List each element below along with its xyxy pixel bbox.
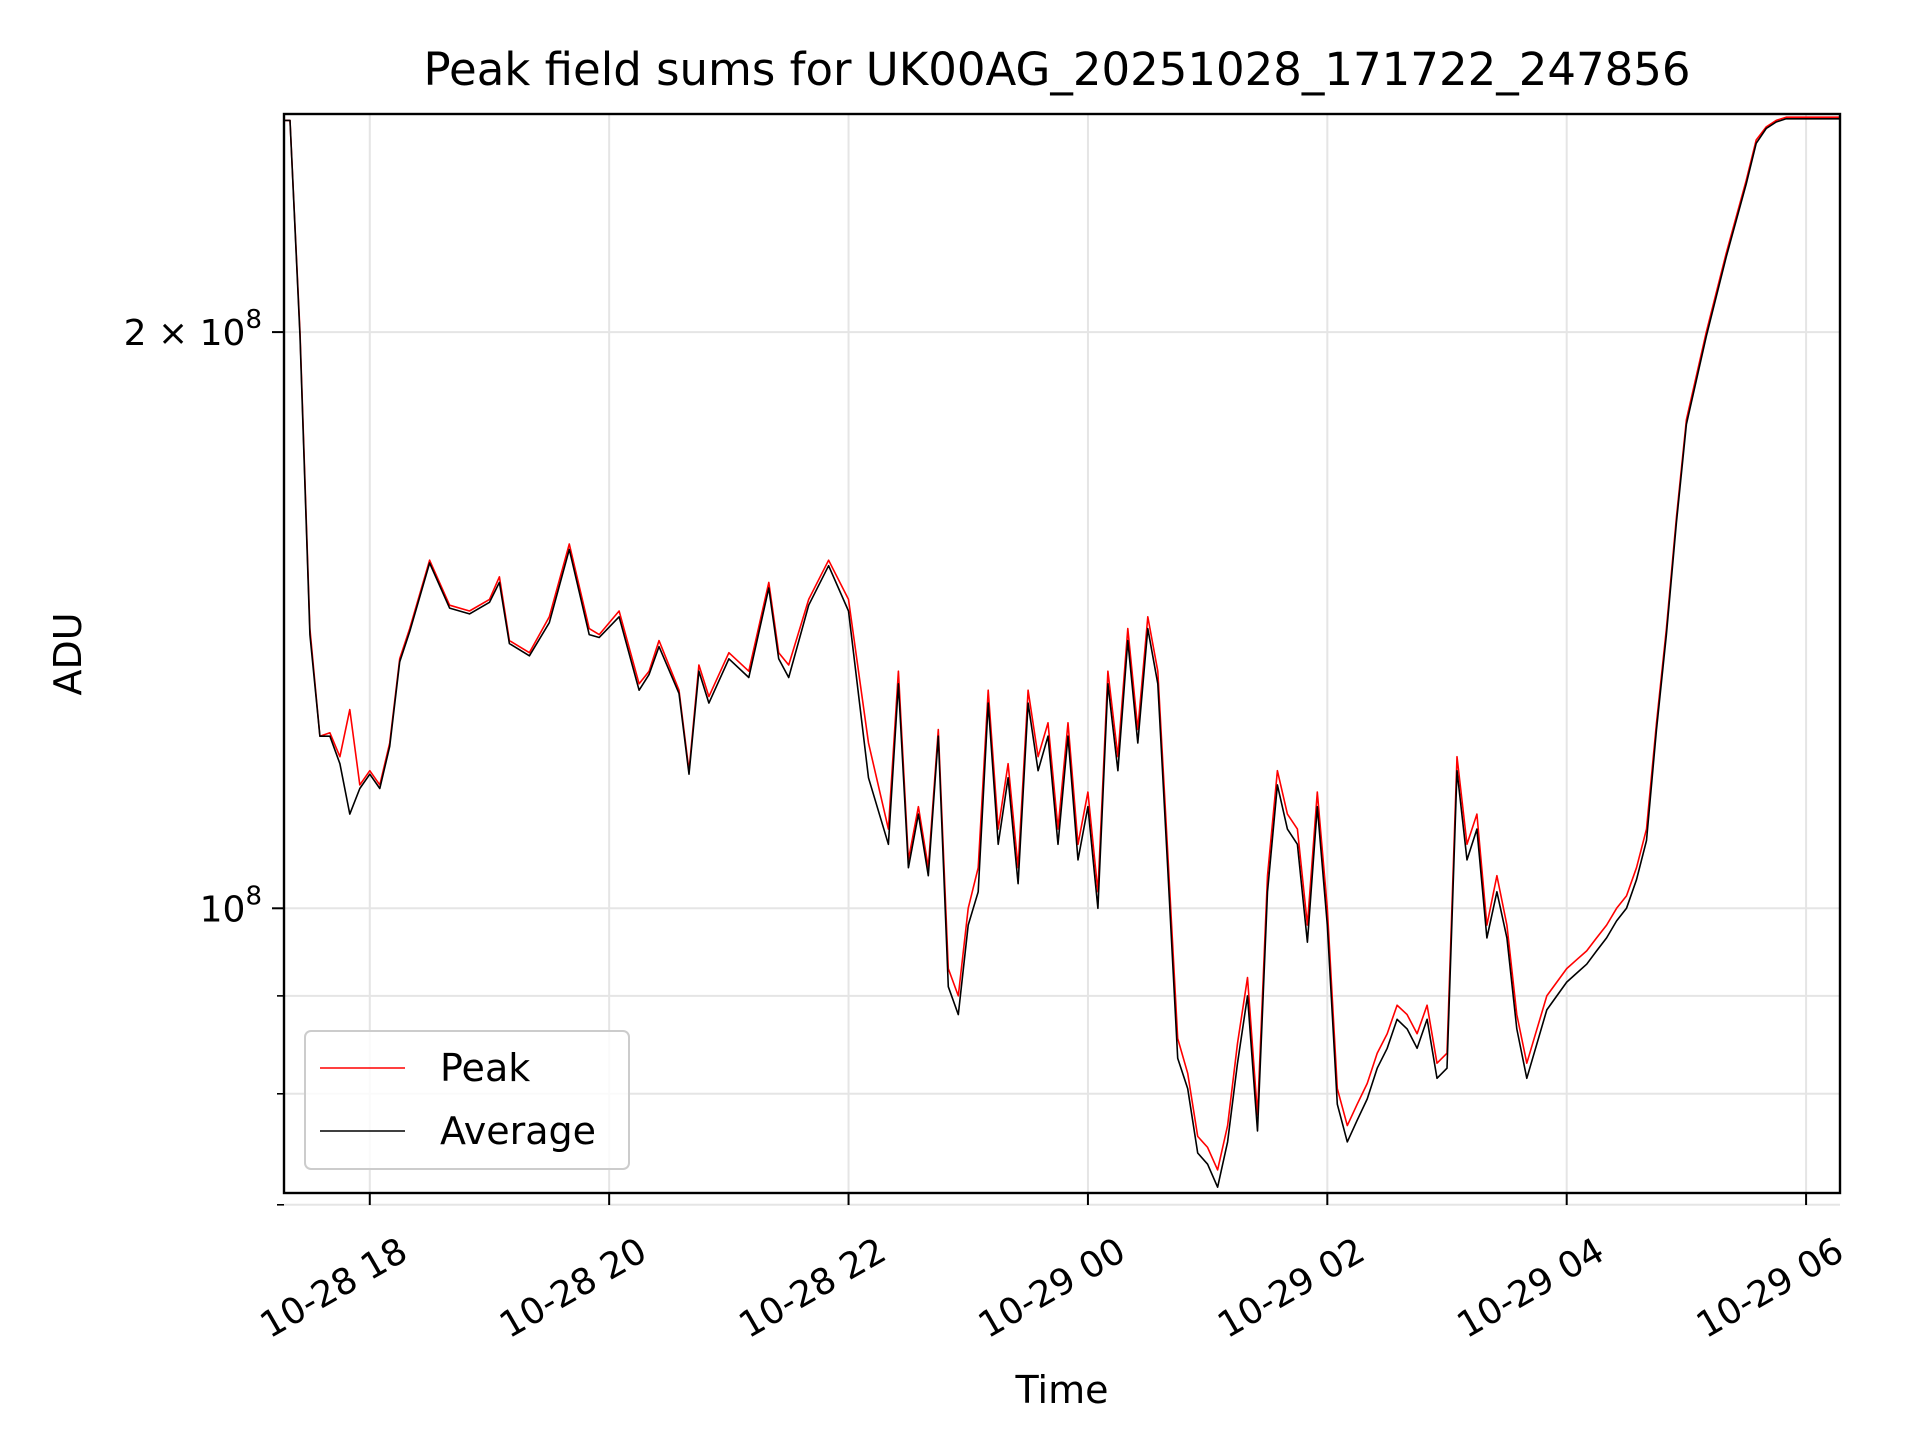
grid [284,114,1840,1206]
y-tick-label: 108 [200,881,262,930]
y-tick-label-base: 10 [200,889,246,930]
chart-title: Peak field sums for UK00AG_20251028_1717… [424,43,1691,96]
legend-box [304,1030,630,1170]
plot-frame [282,112,1842,1195]
plot-area [284,116,1840,1188]
y-tick-label-exponent: 8 [245,881,262,911]
legend: Peak Average [304,1030,630,1170]
series-line-peak [284,116,1840,1171]
y-axis-label: ADU [46,612,90,695]
series-line-average [284,118,1840,1188]
y-tick-label-base: 10 [200,313,246,354]
y-tick-label: 2 × 108 [124,305,262,354]
legend-label-peak: Peak [440,1046,530,1090]
y-tick-label-exponent: 8 [245,305,262,335]
y-tick-label-mantissa: 2 × [124,313,200,354]
x-axis-label: Time [1015,1368,1109,1412]
legend-label-average: Average [440,1109,596,1153]
